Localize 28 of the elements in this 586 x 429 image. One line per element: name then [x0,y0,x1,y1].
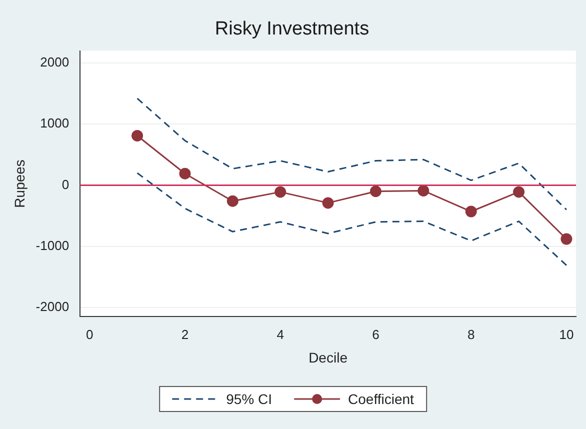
y-tick-label: -1000 [36,238,70,253]
y-axis-title: Rupees [11,160,28,208]
point [322,197,334,209]
x-tick-label: 8 [467,326,475,342]
x-tick-label: 2 [181,326,189,342]
y-tick-label: 1000 [40,116,70,131]
x-tick-label: 0 [86,326,94,342]
point [560,233,572,245]
y-tick-label: 0 [62,176,70,192]
point [132,130,144,142]
point [465,206,477,218]
chart-title: Risky Investments [214,18,370,40]
legend-label: Coefficient [348,391,414,407]
y-tick-label: 2000 [40,54,70,70]
y-tick-label: -2000 [36,299,70,314]
point [418,184,430,196]
legend-label: 95% CI [226,391,272,407]
x-axis-title: Decile [308,349,348,366]
point [513,186,525,198]
point [370,186,382,198]
point [179,168,191,180]
x-tick-label: 6 [372,326,380,342]
line-series [136,172,568,266]
line-series [136,98,568,210]
x-tick-label: 10 [559,326,574,342]
x-tick-label: 4 [276,326,284,342]
point [274,186,286,198]
point [226,195,238,207]
